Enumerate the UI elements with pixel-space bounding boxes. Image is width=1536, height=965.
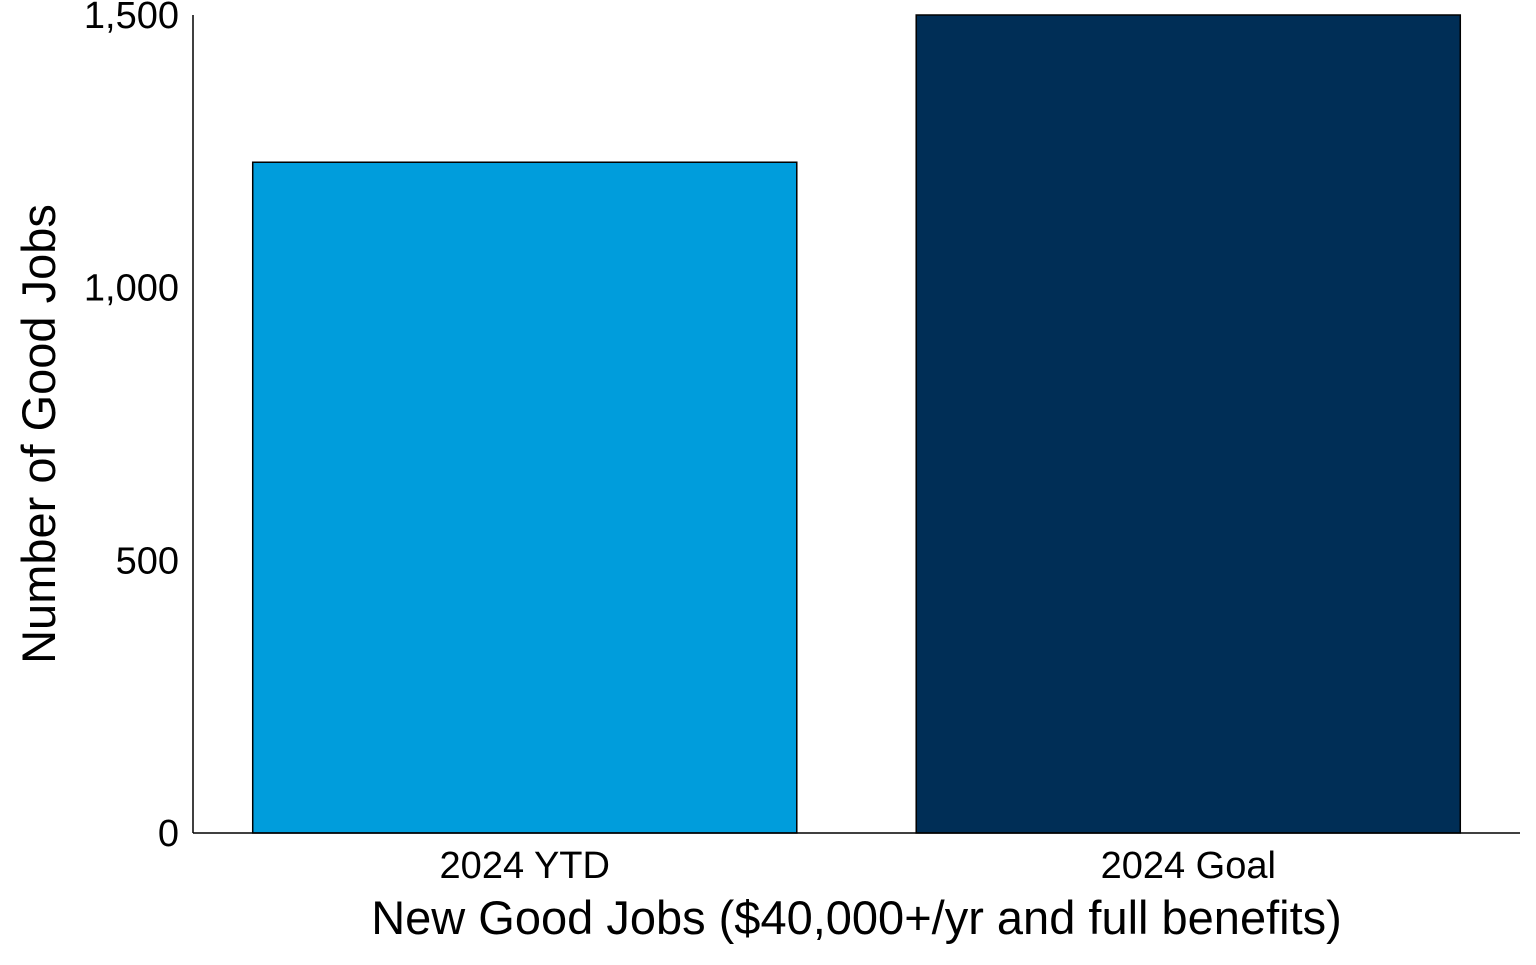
bar-0: [251, 161, 798, 834]
y-ticks-layer: 0 500 1,000 1,500: [84, 0, 179, 855]
x-axis-title: New Good Jobs ($40,000+/yr and full bene…: [371, 891, 1342, 944]
y-tick-label: 500: [116, 540, 179, 582]
y-tick-label: 1,000: [84, 268, 179, 310]
y-tick-label: 1,500: [84, 0, 179, 37]
y-axis-title: Number of Good Jobs: [12, 204, 65, 664]
y-tick-label: 0: [158, 813, 179, 855]
x-tick-label: 2024 Goal: [1101, 845, 1276, 887]
axes-layer: [192, 15, 1520, 834]
bars-layer: [251, 14, 1462, 834]
bar-1: [915, 14, 1462, 834]
x-tick-label: 2024 YTD: [440, 845, 610, 887]
x-labels-layer: 2024 YTD 2024 Goal: [440, 845, 1276, 887]
